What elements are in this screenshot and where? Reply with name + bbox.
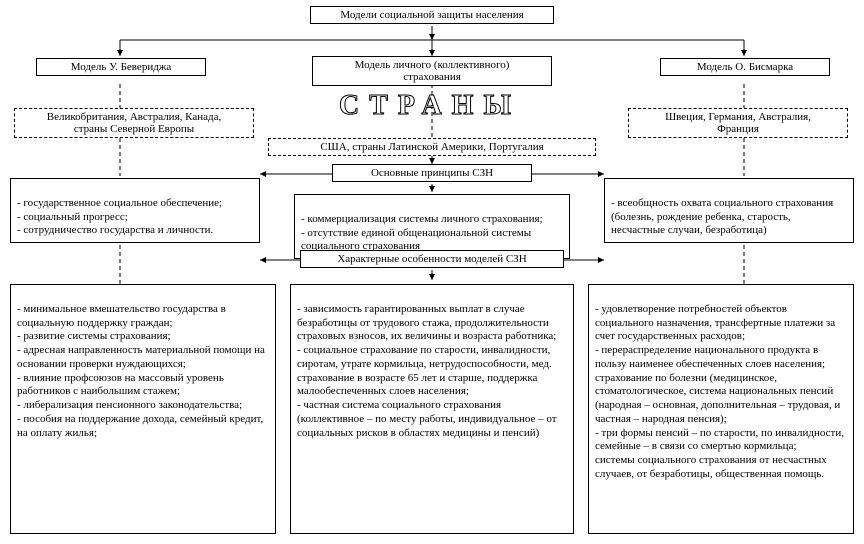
model-right-text: Модель О. Бисмарка bbox=[697, 61, 793, 73]
countries-left: Великобритания, Австралия, Канада, стран… bbox=[14, 108, 254, 138]
countries-center-text: США, страны Латинской Америки, Португали… bbox=[320, 141, 543, 153]
principles-left-text: - государственное социальное обеспечение… bbox=[17, 197, 222, 237]
countries-label-text: СТРАНЫ bbox=[339, 90, 521, 121]
countries-right-l2: Франция bbox=[635, 123, 841, 135]
title-box: Модели социальной защиты населения bbox=[310, 6, 554, 24]
countries-right-l1: Швеция, Германия, Австралия, bbox=[635, 111, 841, 123]
features-header: Характерные особенности моделей СЗН bbox=[300, 250, 564, 268]
model-center-l1: Модель личного (коллективного) bbox=[319, 59, 545, 71]
features-right-text: - удовлетворение потребностей объектов с… bbox=[595, 303, 844, 480]
title-text: Модели социальной защиты населения bbox=[340, 9, 523, 21]
model-center-l2: страхования bbox=[319, 71, 545, 83]
principles-header: Основные принципы СЗН bbox=[332, 164, 532, 182]
principles-right: - всеобщность охвата социального страхов… bbox=[604, 178, 854, 243]
principles-left: - государственное социальное обеспечение… bbox=[10, 178, 260, 243]
features-center-text: - зависимость гарантированных выплат в с… bbox=[297, 303, 557, 439]
countries-right: Швеция, Германия, Австралия, Франция bbox=[628, 108, 848, 138]
principles-header-text: Основные принципы СЗН bbox=[371, 167, 493, 179]
model-left: Модель У. Бевериджа bbox=[36, 58, 206, 76]
features-left: - минимальное вмешательство государства … bbox=[10, 284, 276, 534]
principles-center-text: - коммерциализация системы личного страх… bbox=[301, 213, 543, 253]
features-right: - удовлетворение потребностей объектов с… bbox=[588, 284, 854, 534]
features-center: - зависимость гарантированных выплат в с… bbox=[290, 284, 574, 534]
model-left-text: Модель У. Бевериджа bbox=[71, 61, 172, 73]
countries-center: США, страны Латинской Америки, Португали… bbox=[268, 138, 596, 156]
features-header-text: Характерные особенности моделей СЗН bbox=[337, 253, 526, 265]
countries-label: СТРАНЫ bbox=[280, 90, 580, 122]
features-left-text: - минимальное вмешательство государства … bbox=[17, 303, 265, 439]
model-right: Модель О. Бисмарка bbox=[660, 58, 830, 76]
principles-right-text: - всеобщность охвата социального страхов… bbox=[611, 197, 833, 237]
countries-left-l1: Великобритания, Австралия, Канада, bbox=[21, 111, 247, 123]
countries-left-l2: страны Северной Европы bbox=[21, 123, 247, 135]
model-center: Модель личного (коллективного) страхован… bbox=[312, 56, 552, 86]
